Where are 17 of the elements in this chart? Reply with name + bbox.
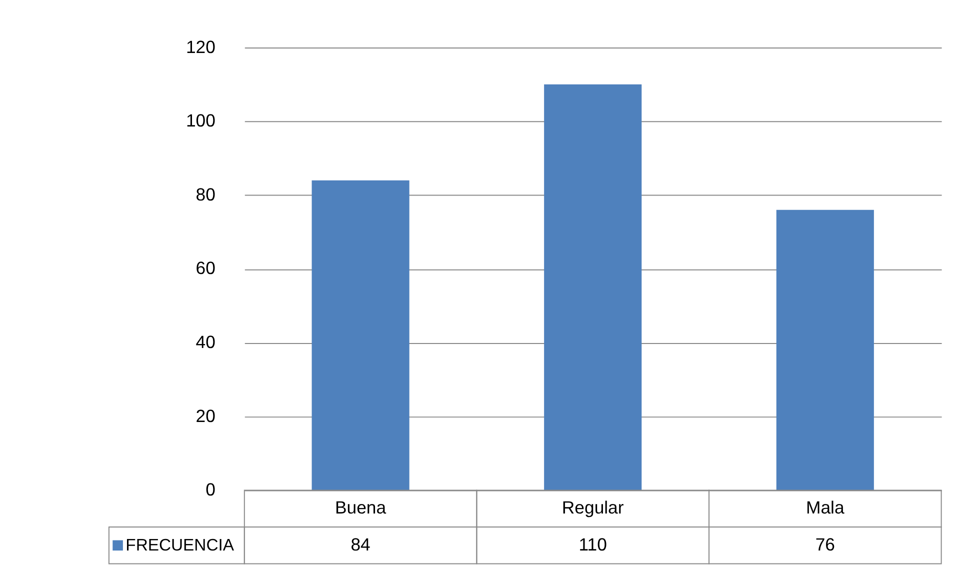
bar — [312, 180, 410, 490]
x-tick-label: Regular — [562, 498, 624, 518]
y-tick-label: 60 — [196, 258, 216, 278]
x-tick-label: Mala — [806, 498, 844, 518]
y-tick-label: 120 — [186, 36, 216, 57]
y-tick-label: 40 — [196, 332, 216, 352]
legend-label: FRECUENCIA — [126, 535, 235, 554]
data-label: 84 — [350, 534, 371, 554]
y-tick-label: 100 — [186, 110, 216, 131]
bar — [544, 84, 642, 490]
y-tick-label: 0 — [206, 480, 216, 500]
y-tick-label: 80 — [196, 184, 216, 204]
y-tick-label: 20 — [196, 406, 216, 426]
x-tick-label: Buena — [335, 498, 386, 518]
data-label: 76 — [815, 534, 836, 554]
bar — [776, 210, 874, 490]
data-label: 110 — [578, 534, 608, 554]
